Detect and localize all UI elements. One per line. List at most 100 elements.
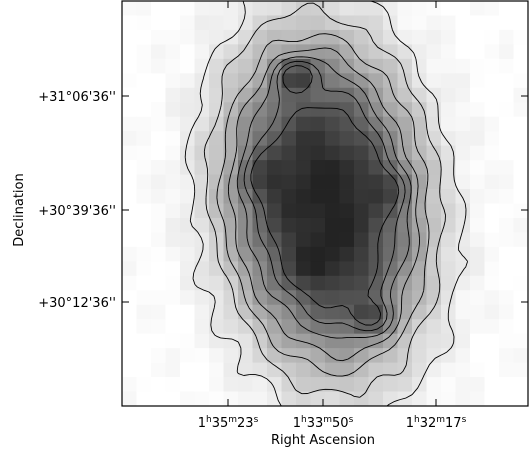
intensity-cell <box>426 362 442 378</box>
intensity-cell <box>455 73 471 89</box>
intensity-cell <box>513 29 529 45</box>
axis-ticks <box>122 1 528 406</box>
intensity-cell <box>455 29 471 45</box>
intensity-cell <box>470 246 485 262</box>
intensity-cell <box>499 304 514 320</box>
intensity-cell <box>484 87 500 103</box>
intensity-cell <box>470 102 485 118</box>
intensity-cell <box>194 29 210 45</box>
intensity-cell <box>441 348 456 363</box>
intensity-cell <box>223 29 239 45</box>
intensity-cell <box>122 333 137 349</box>
intensity-cell <box>470 160 485 175</box>
intensity-cell <box>397 261 413 277</box>
intensity-cell <box>267 333 282 349</box>
intensity-cell <box>252 15 268 31</box>
intensity-cell <box>122 304 137 320</box>
intensity-cell <box>484 362 500 378</box>
intensity-cell <box>470 29 485 45</box>
intensity-cell <box>296 304 311 320</box>
intensity-cell <box>238 15 253 31</box>
intensity-cell <box>252 160 268 175</box>
intensity-cell <box>354 58 369 74</box>
intensity-cell <box>412 348 427 363</box>
intensity-cell <box>267 44 282 60</box>
intensity-cell <box>267 348 282 363</box>
intensity-cell <box>383 58 398 74</box>
intensity-cell <box>426 102 442 118</box>
intensity-cell <box>165 73 181 89</box>
intensity-cell <box>151 319 166 335</box>
intensity-cell <box>383 217 398 233</box>
intensity-cell <box>136 44 152 60</box>
intensity-cell <box>513 174 529 190</box>
intensity-cell <box>194 174 210 190</box>
plot-frame <box>121 0 529 407</box>
intensity-cell <box>252 261 268 277</box>
intensity-cell <box>339 246 355 262</box>
intensity-cell <box>441 102 456 118</box>
intensity-cell <box>223 15 239 31</box>
intensity-cell <box>339 15 355 31</box>
intensity-cell <box>252 102 268 118</box>
intensity-cell <box>252 348 268 363</box>
intensity-cell <box>513 377 529 392</box>
intensity-cell <box>339 275 355 291</box>
intensity-cell <box>122 348 137 363</box>
intensity-cell <box>296 44 311 60</box>
intensity-cell <box>325 87 340 103</box>
intensity-cell <box>122 261 137 277</box>
intensity-cell <box>151 1 166 16</box>
intensity-cell <box>339 348 355 363</box>
intensity-cell <box>151 189 166 204</box>
intensity-cell <box>412 1 427 16</box>
intensity-cell <box>383 87 398 103</box>
intensity-cell <box>165 116 181 132</box>
intensity-cell <box>470 290 485 306</box>
contour-level-1 <box>184 0 469 407</box>
intensity-cell <box>441 377 456 392</box>
intensity-cell <box>513 131 529 147</box>
intensity-cell <box>484 174 500 190</box>
intensity-cell <box>397 44 413 60</box>
intensity-cell <box>513 203 529 219</box>
intensity-cell <box>354 362 369 378</box>
intensity-cell <box>368 377 384 392</box>
intensity-cell <box>484 116 500 132</box>
x-tick-label-3: 1h32m17s <box>406 415 467 431</box>
intensity-cell <box>209 362 224 378</box>
intensity-cell <box>426 58 442 74</box>
intensity-cell <box>470 304 485 320</box>
intensity-cell <box>296 362 311 378</box>
contour-level-6 <box>243 60 406 332</box>
intensity-cell <box>441 203 456 219</box>
intensity-cell <box>209 73 224 89</box>
intensity-cell <box>252 87 268 103</box>
intensity-cell <box>325 131 340 147</box>
intensity-cell <box>136 246 152 262</box>
intensity-cell <box>180 58 195 74</box>
intensity-cell <box>470 145 485 161</box>
intensity-cell <box>484 102 500 118</box>
intensity-cell <box>397 189 413 204</box>
intensity-cell <box>281 217 297 233</box>
intensity-cell <box>499 217 514 233</box>
intensity-cell <box>412 246 427 262</box>
intensity-cell <box>455 160 471 175</box>
intensity-cell <box>180 348 195 363</box>
intensity-cell <box>484 29 500 45</box>
intensity-cell <box>470 189 485 204</box>
intensity-cell <box>180 87 195 103</box>
intensity-cell <box>354 261 369 277</box>
intensity-cell <box>238 304 253 320</box>
intensity-cell <box>310 348 326 363</box>
intensity-cell <box>426 145 442 161</box>
intensity-cell <box>325 145 340 161</box>
intensity-cell <box>354 290 369 306</box>
intensity-cell <box>513 333 529 349</box>
intensity-cell <box>122 73 137 89</box>
intensity-cell <box>397 217 413 233</box>
intensity-cell <box>165 15 181 31</box>
intensity-cell <box>252 44 268 60</box>
intensity-cell <box>165 145 181 161</box>
